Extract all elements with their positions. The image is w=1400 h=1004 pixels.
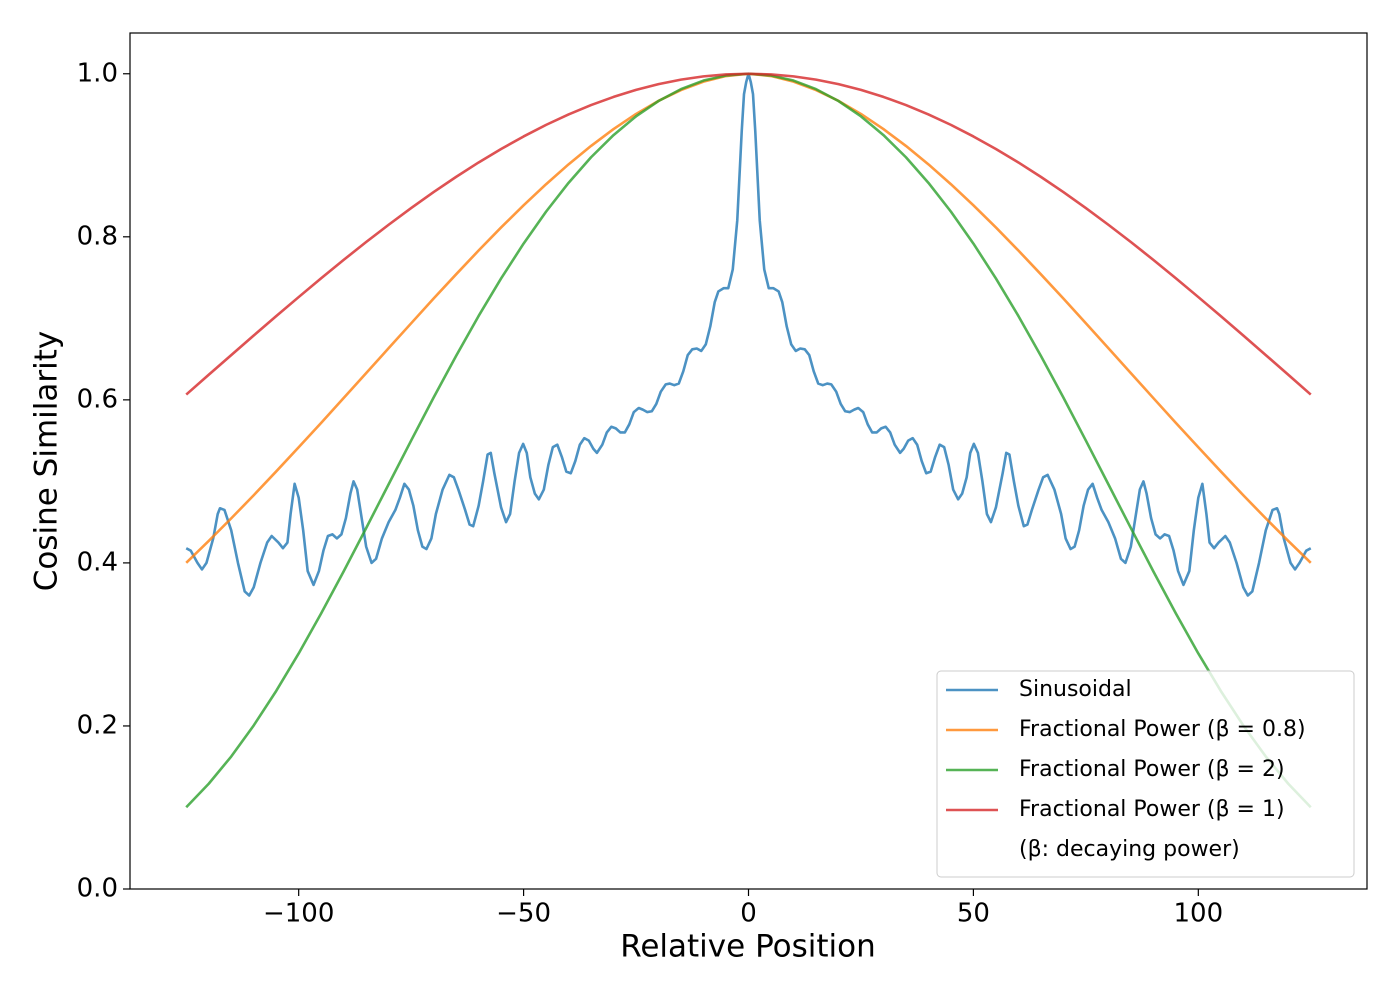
x-tick-label: −100: [263, 899, 334, 929]
legend-label: Sinusoidal: [1019, 677, 1132, 702]
y-tick-label: 1.0: [77, 58, 118, 88]
legend-label: Fractional Power (β = 2): [1019, 757, 1285, 782]
legend-label: Fractional Power (β = 1): [1019, 797, 1285, 822]
y-tick-label: 0.4: [77, 547, 118, 577]
y-tick-label: 0.0: [77, 874, 118, 904]
y-tick-label: 0.2: [77, 710, 118, 740]
y-axis-label: Cosine Similarity: [29, 331, 65, 592]
legend-box: [936, 670, 1355, 878]
x-tick-label: 100: [1173, 899, 1223, 929]
series-line: [185, 72, 1312, 597]
legend-note: (β: decaying power): [1019, 837, 1240, 862]
legend: Sinusoidal Fractional Power (β = 0.8) Frac…: [936, 670, 1355, 878]
legend-label: Fractional Power (β = 0.8): [1019, 717, 1306, 742]
x-tick-label: 0: [740, 899, 757, 929]
y-tick-label: 0.8: [77, 221, 118, 251]
series-line: [185, 72, 1312, 564]
series-line: [185, 72, 1312, 396]
plot-frame: [129, 32, 1368, 890]
x-axis-label: Relative Position: [620, 929, 876, 965]
y-tick-label: 0.6: [77, 384, 118, 414]
x-tick-label: 50: [957, 899, 990, 929]
x-tick-label: −50: [496, 899, 551, 929]
